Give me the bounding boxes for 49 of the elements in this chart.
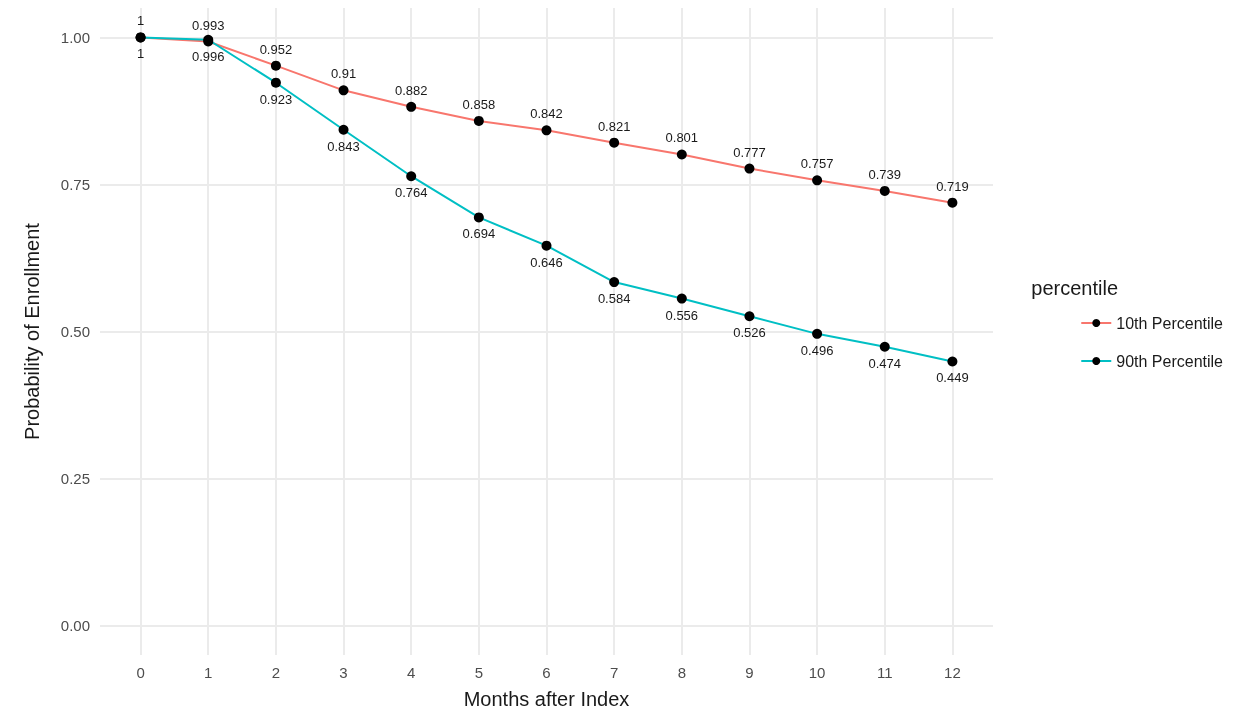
- x-tick-label: 9: [745, 664, 754, 681]
- data-label: 0.646: [530, 254, 563, 270]
- data-label: 1: [136, 46, 145, 62]
- legend-title: percentile: [1031, 277, 1118, 299]
- data-label: 0.821: [597, 118, 631, 134]
- data-label: 0.843: [327, 138, 360, 154]
- data-label: 0.952: [259, 41, 293, 57]
- x-tick-label: 10: [808, 664, 826, 681]
- x-tick-label: 8: [677, 664, 686, 681]
- x-tick-label: 7: [609, 664, 619, 681]
- data-label: 0.777: [733, 144, 766, 160]
- data-label: 0.858: [462, 96, 496, 112]
- x-tick-label: 12: [944, 664, 961, 681]
- x-tick-label: 0: [136, 664, 145, 681]
- data-label: 0.996: [191, 48, 225, 64]
- data-label: 0.694: [462, 226, 496, 242]
- data-label: 0.739: [868, 166, 902, 182]
- x-tick-label: 5: [474, 664, 484, 681]
- x-tick-label: 3: [339, 664, 348, 681]
- data-label: 1: [136, 13, 145, 29]
- x-tick-label: 4: [407, 664, 416, 681]
- y-tick-label: 0.25: [60, 470, 90, 488]
- data-label: 0.764: [394, 185, 428, 201]
- y-tick-label: 0.50: [60, 323, 90, 340]
- data-label: 0.993: [191, 17, 225, 33]
- data-label: 0.882: [394, 82, 428, 98]
- y-tick-label: 0.75: [60, 175, 90, 193]
- x-axis-title: Months after Index: [463, 688, 630, 710]
- x-tick-label: 6: [542, 664, 551, 681]
- legend-label: 10th Percentile: [1116, 314, 1224, 332]
- data-label: 0.757: [800, 156, 834, 172]
- y-tick-label: 1.00: [60, 28, 90, 46]
- x-tick-label: 1: [204, 664, 213, 681]
- data-label: 0.449: [936, 370, 969, 386]
- data-label: 0.801: [665, 130, 699, 146]
- data-label: 0.584: [597, 291, 631, 307]
- legend-label: 90th Percentile: [1116, 352, 1224, 370]
- data-label: 0.91: [330, 66, 357, 82]
- data-label: 0.719: [936, 178, 969, 194]
- data-label: 0.842: [530, 106, 563, 122]
- y-tick-label: 0.00: [60, 617, 90, 635]
- data-label: 0.526: [733, 325, 766, 341]
- data-label: 0.923: [259, 91, 293, 107]
- data-label: 0.556: [665, 307, 699, 323]
- x-tick-label: 11: [876, 664, 893, 681]
- data-label: 0.496: [800, 342, 834, 358]
- x-tick-label: 2: [271, 664, 281, 681]
- y-axis-title: Probability of Enrollment: [21, 222, 43, 440]
- data-label: 0.474: [868, 355, 902, 371]
